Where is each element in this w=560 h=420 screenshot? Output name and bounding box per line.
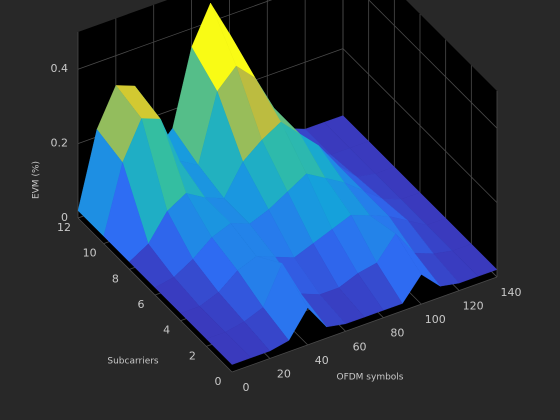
z-axis-label: EVM (%) [32,161,42,199]
tick-label: 100 [425,313,446,326]
tick-label: 60 [353,340,367,353]
tick-label: 6 [138,298,145,311]
tick-label: 12 [57,221,71,234]
grid-line [368,0,498,129]
tick-label: 140 [501,286,522,299]
tick-label: 40 [315,354,329,367]
grid-line [231,276,498,373]
y-axis-label: Subcarriers [107,357,159,367]
tick-label: 0 [215,375,222,388]
tick-label: 120 [463,300,484,313]
tick-label: 0.4 [51,62,69,75]
tick-label: 0.2 [51,137,69,150]
surface-patch [205,331,252,365]
tick-label: 0 [61,211,68,224]
grid-line [342,48,498,203]
tick-label: 0 [243,381,250,394]
tick-label: 2 [189,349,196,362]
tick-label: 20 [277,367,291,380]
tick-label: 8 [112,272,119,285]
tick-label: 80 [390,327,404,340]
tick-label: 4 [163,324,170,337]
x-axis-label: OFDM symbols [336,373,403,383]
tick-label: 10 [83,247,97,260]
